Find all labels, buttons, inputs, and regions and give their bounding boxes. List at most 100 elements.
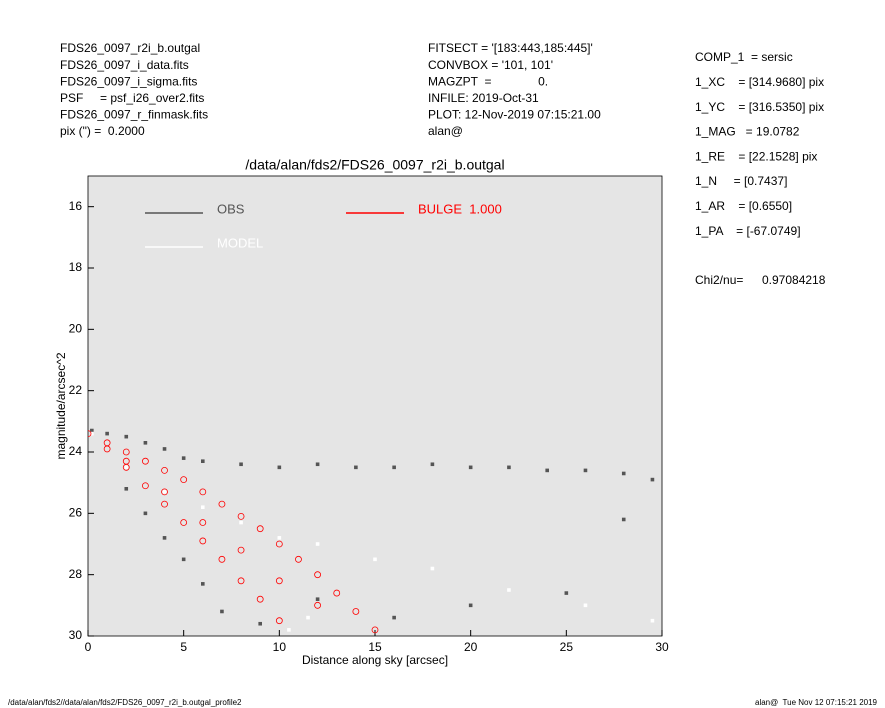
data-point <box>583 603 588 608</box>
parameter-line: 1_RE = [22.1528] pix <box>695 149 817 163</box>
data-point <box>392 465 396 470</box>
data-point <box>468 465 473 470</box>
bulge-point <box>314 571 322 579</box>
x-tick-label: 15 <box>368 640 382 654</box>
bulge-point <box>371 626 379 634</box>
parameter-line: 1_YC = [316.5350] pix <box>695 100 824 114</box>
x-tick-label: 5 <box>180 640 187 654</box>
y-tick-label: 28 <box>69 567 83 581</box>
bulge-point <box>161 500 168 508</box>
y-tick-label: 24 <box>69 444 83 458</box>
bulge-point <box>218 500 226 508</box>
legend-label: OBS <box>217 201 245 216</box>
parameter-line: COMP_1 = sersic <box>695 50 793 64</box>
data-point <box>277 536 282 540</box>
data-point <box>650 618 655 623</box>
chi2-label: Chi2/nu= <box>695 273 743 287</box>
bulge-point <box>199 519 207 526</box>
bulge-point <box>275 540 283 548</box>
bulge-point <box>237 513 245 520</box>
bulge-point <box>237 577 245 585</box>
data-point <box>507 588 511 592</box>
bulge-point <box>333 589 341 597</box>
bulge-point <box>256 525 264 533</box>
data-point <box>430 566 435 571</box>
footer-left: /data/alan/fds2//data/alan/fds2/FDS26_00… <box>8 698 242 707</box>
data-point <box>239 462 243 467</box>
parameter-line: 1_AR = [0.6550] <box>695 199 792 213</box>
data-point <box>143 441 148 445</box>
data-point <box>650 477 655 482</box>
header-center-line: PLOT: 12-Nov-2019 07:15:21.00 <box>428 108 601 122</box>
parameter-line: 1_XC = [314.9680] pix <box>695 75 824 89</box>
header-left-line: FDS26_0097_i_data.fits <box>60 58 189 72</box>
bulge-point <box>141 482 149 490</box>
bulge-point <box>141 457 149 465</box>
y-tick-label: 20 <box>69 322 83 336</box>
chart-title: /data/alan/fds2/FDS26_0097_r2i_b.outgal <box>245 157 504 173</box>
data-point <box>239 520 243 525</box>
parameter-line: 1_PA = [-67.0749] <box>695 224 801 238</box>
data-point <box>162 490 167 494</box>
data-point <box>583 468 588 473</box>
header-left-line: FDS26_0097_r_finmask.fits <box>60 108 208 122</box>
header-center-line: FITSECT = '[183:443,185:445]' <box>428 41 593 55</box>
x-tick-label: 0 <box>85 640 92 654</box>
data-point <box>430 462 435 467</box>
header-center-line: alan@ <box>428 124 463 138</box>
header-center-line: MAGZPT = 0. <box>428 74 548 88</box>
parameter-line: 1_MAG = 19.0782 <box>695 125 800 139</box>
data-point <box>373 557 377 562</box>
data-point <box>124 434 129 439</box>
bulge-point <box>88 430 92 437</box>
bulge-point <box>161 466 168 474</box>
header-center-line: INFILE: 2019-Oct-31 <box>428 91 539 105</box>
bulge-point <box>352 608 360 615</box>
data-point <box>258 621 262 626</box>
data-point <box>181 456 186 460</box>
bulge-point <box>275 577 283 585</box>
data-point <box>277 465 282 470</box>
y-tick-label: 30 <box>69 628 83 642</box>
data-point <box>564 591 569 595</box>
data-point <box>90 428 94 433</box>
bulge-point <box>256 595 264 603</box>
data-point <box>306 615 310 620</box>
x-tick-label: 30 <box>655 640 669 654</box>
data-point <box>162 447 167 451</box>
data-point <box>105 431 109 436</box>
y-axis-label: magnitude/arcsec^2 <box>54 352 68 459</box>
header-left-line: PSF = psf_i26_over2.fits <box>60 91 204 105</box>
x-tick-label: 25 <box>560 640 574 654</box>
legend-label: MODEL <box>217 235 263 250</box>
data-point <box>201 582 205 586</box>
bulge-point <box>199 537 207 545</box>
data-point <box>315 597 320 601</box>
data-point <box>545 468 549 473</box>
chi2-value: 0.97084218 <box>762 273 826 287</box>
data-point <box>201 459 205 463</box>
x-tick-label: 20 <box>464 640 478 654</box>
data-point <box>181 557 186 562</box>
bulge-point <box>122 448 130 456</box>
y-tick-label: 18 <box>69 260 83 274</box>
bulge-point <box>103 445 111 453</box>
data-point <box>201 505 205 509</box>
bulge-point <box>314 601 322 609</box>
data-point <box>507 465 511 470</box>
bulge-point <box>161 488 168 496</box>
x-tick-label: 10 <box>273 640 287 654</box>
data-point <box>162 536 167 540</box>
bulge-point <box>180 476 188 484</box>
data-point <box>392 615 396 620</box>
footer-right: alan@ Tue Nov 12 07:15:21 2019 <box>755 698 878 707</box>
data-point <box>90 431 94 436</box>
bulge-point <box>218 555 226 563</box>
data-point <box>621 517 626 522</box>
data-point <box>354 465 358 470</box>
y-tick-label: 26 <box>69 506 83 520</box>
header-left-line: pix (") = 0.2000 <box>60 124 145 138</box>
plot-area <box>87 175 663 637</box>
data-point <box>143 511 148 516</box>
parameter-line: 1_N = [0.7437] <box>695 174 787 188</box>
